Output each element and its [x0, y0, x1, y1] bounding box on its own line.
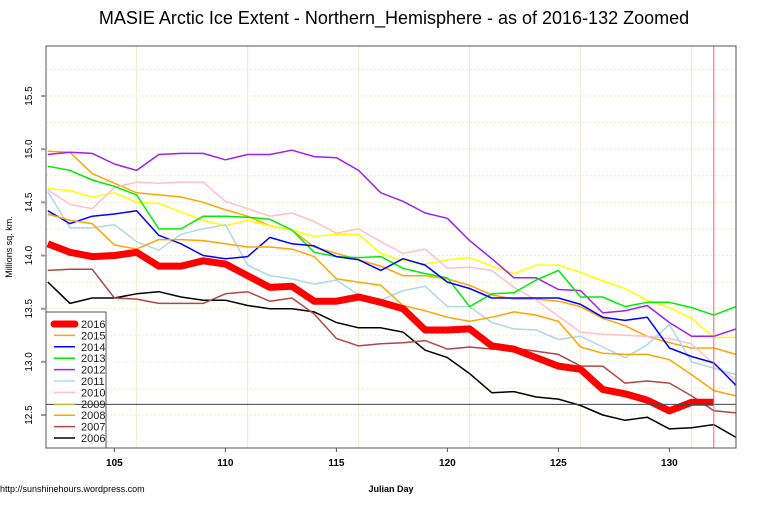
legend-label-2006: 2006 — [81, 433, 105, 445]
chart-title: MASIE Arctic Ice Extent - Northern_Hemis… — [99, 8, 689, 29]
series-line-2009 — [47, 187, 736, 339]
footer-url[interactable]: http://sunshinehours.wordpress.com — [0, 484, 145, 494]
x-tick-label: 115 — [328, 458, 345, 469]
legend-label-2010: 2010 — [81, 387, 105, 399]
x-tick-label: 130 — [661, 458, 678, 469]
series-line-2016 — [46, 240, 714, 415]
series-line-2008 — [47, 150, 737, 356]
series-line-2011 — [47, 191, 737, 376]
y-tick-label: 14.0 — [24, 245, 35, 265]
plot-frame — [45, 45, 737, 449]
grid — [46, 46, 736, 448]
legend-label-2009: 2009 — [81, 399, 105, 411]
legend-label-2016: 2016 — [81, 319, 105, 331]
x-axis-label: Julian Day — [368, 484, 413, 494]
series-lines — [46, 149, 737, 439]
y-tick-label: 13.5 — [24, 299, 35, 319]
legend: 2016201520142013201220112010200920082007… — [45, 311, 107, 449]
series-line-2012 — [47, 149, 737, 338]
x-tick-label: 120 — [439, 458, 456, 469]
legend-label-2011: 2011 — [81, 376, 105, 388]
legend-label-2007: 2007 — [81, 422, 105, 434]
series-line-2014 — [47, 210, 737, 386]
y-tick-label: 13.0 — [24, 352, 35, 372]
series-line-2015 — [47, 213, 737, 397]
x-tick-label: 110 — [217, 458, 234, 469]
legend-label-2013: 2013 — [81, 353, 105, 365]
legend-label-2008: 2008 — [81, 410, 105, 422]
series-line-2010 — [47, 181, 737, 381]
reference-lines — [46, 46, 736, 448]
y-tick-label: 14.5 — [24, 192, 35, 212]
y-tick-label: 15.0 — [24, 139, 35, 159]
x-tick-label: 125 — [550, 458, 567, 469]
series-line-2013 — [47, 165, 737, 316]
y-tick-label: 15.5 — [24, 86, 35, 106]
y-tick-label: 12.5 — [24, 405, 35, 425]
legend-label-2014: 2014 — [81, 342, 105, 354]
series-line-2006 — [47, 281, 737, 439]
y-axis: 12.5 13.0 13.5 14.0 14.5 15.0 15.5 — [24, 86, 46, 425]
legend-label-2015: 2015 — [81, 330, 105, 342]
x-tick-label: 105 — [106, 458, 123, 469]
x-axis: 105 110 115 120 125 130 — [106, 448, 678, 469]
series-line-2007 — [47, 268, 737, 414]
y-axis-label: Millions sq. km. — [4, 216, 14, 278]
legend-label-2012: 2012 — [81, 365, 105, 377]
